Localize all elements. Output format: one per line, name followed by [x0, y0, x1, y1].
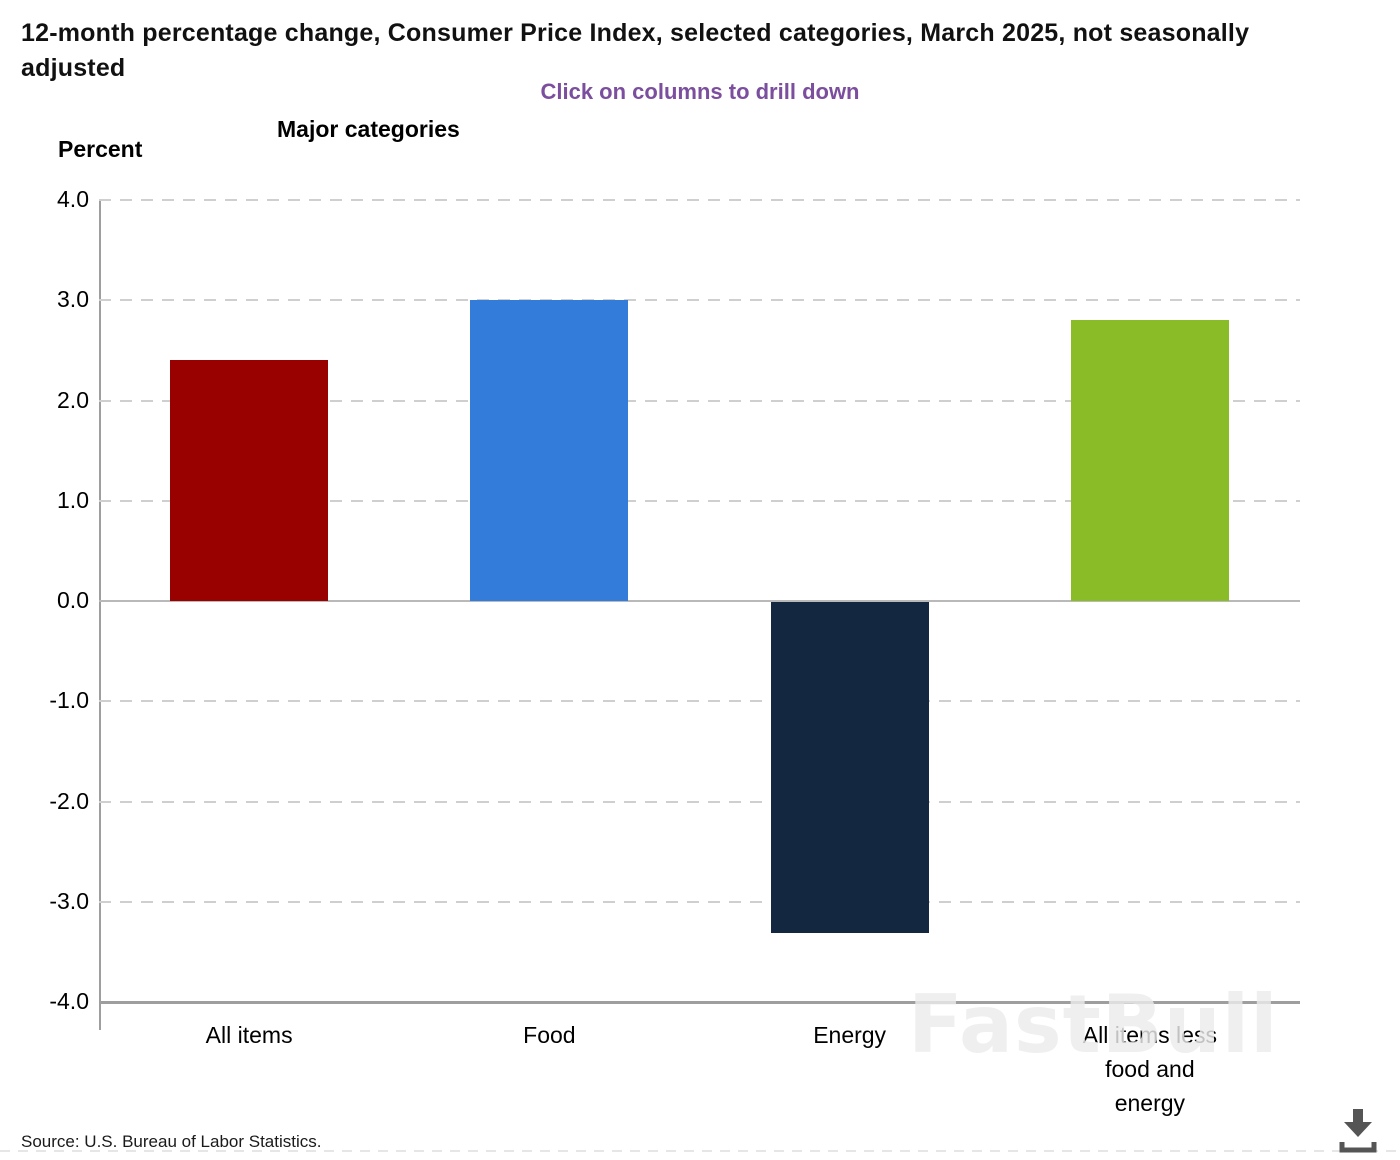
x-axis-title: Major categories [277, 116, 460, 142]
y-tick-label: -1.0 [49, 687, 89, 714]
y-tick-label: 4.0 [57, 186, 89, 212]
gridline [99, 399, 1300, 402]
plot-area: 4.0 3.0 2.0 1.0 0.0 -1.0 -2.0 -3.0 -4.0 All items… [49, 186, 1300, 1116]
zero-line [99, 600, 1300, 602]
y-tick-label: 3.0 [57, 286, 89, 313]
bottom-divider [0, 1150, 1400, 1152]
gridline [99, 800, 1300, 803]
gridline [99, 499, 1300, 502]
y-tick-label: 2.0 [57, 386, 89, 413]
chart-title: 12-month percentage change, Consumer Pri… [21, 19, 1250, 82]
download-icon[interactable] [1332, 1104, 1384, 1156]
y-axis-unit-label: Percent [58, 136, 143, 162]
gridline [99, 299, 1300, 302]
y-axis-line [99, 200, 101, 1030]
bar-food[interactable] [470, 300, 629, 601]
x-tick-label: Food [523, 1022, 576, 1048]
y-tick-label: -2.0 [49, 787, 89, 814]
bar-all-items-less-food-and-energy[interactable] [1070, 320, 1229, 601]
gridline [99, 900, 1300, 903]
gridline [99, 199, 1300, 201]
y-tick-label: -3.0 [49, 887, 89, 914]
bar-energy[interactable] [770, 602, 929, 933]
source-note: Source: U.S. Bureau of Labor Statistics. [21, 1132, 322, 1151]
y-tick-label: 1.0 [57, 486, 89, 513]
gridline [99, 700, 1300, 703]
y-tick-label: -4.0 [49, 988, 89, 1014]
x-axis-line [99, 1001, 1300, 1004]
x-tick-label: Energy [813, 1022, 887, 1048]
x-tick-label: All items less food and energy [1082, 1022, 1217, 1116]
drill-down-hint: Click on columns to drill down [540, 79, 860, 104]
bar-all-items[interactable] [170, 360, 329, 601]
y-tick-label: 0.0 [57, 587, 89, 613]
x-tick-label: All items [205, 1022, 293, 1048]
